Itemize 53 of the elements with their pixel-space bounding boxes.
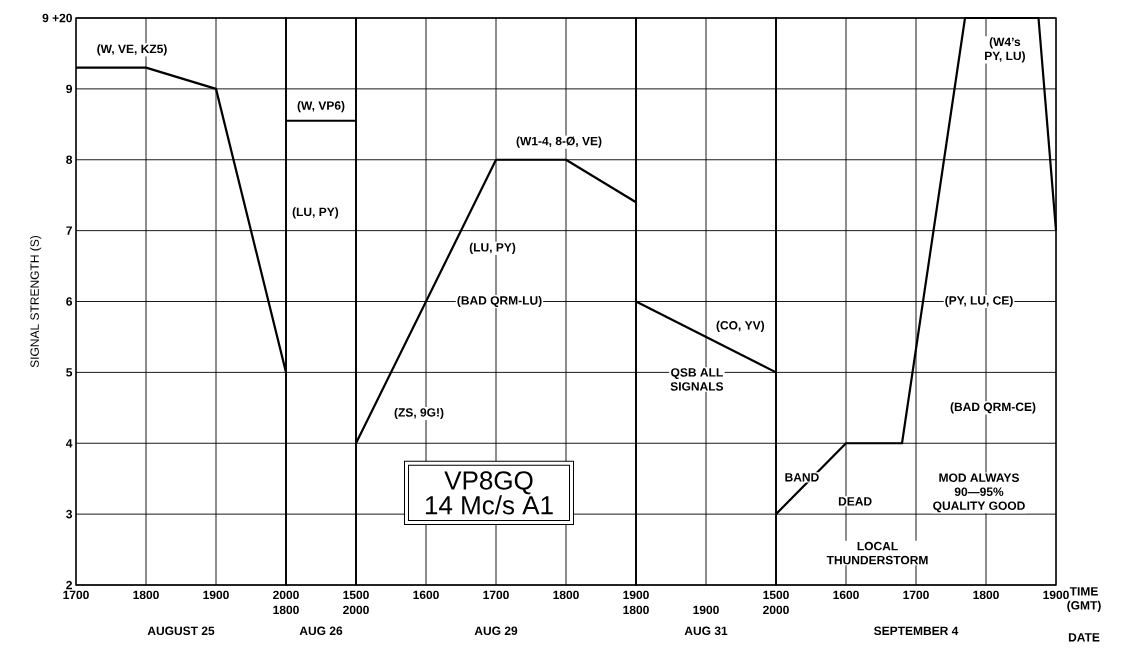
y-tick-label: 4 (65, 439, 73, 448)
x-tick-label: 1900 (693, 605, 719, 615)
annotation: BAND (785, 473, 819, 482)
y-tick-label: 2 (66, 580, 72, 590)
y-tick-label: 9 (66, 84, 73, 94)
y-tick-label: 6 (66, 297, 73, 306)
y-tick-label: 3 (66, 509, 73, 519)
y-tick-label: 8 (66, 155, 73, 164)
annotation: (LU, PY) (292, 207, 339, 219)
annotation: (W4’s PY, LU) (985, 37, 1025, 63)
x-axis-title: AUG 29 (474, 626, 518, 636)
text: DATE (1068, 633, 1100, 642)
x-tick-label: 1800 (133, 590, 159, 600)
x-tick-label: 1600 (833, 590, 859, 600)
x-tick-label: 1700 (483, 590, 509, 600)
y-tick-label: 9 +20 (42, 13, 72, 23)
x-tick-label: 1800 (973, 590, 999, 600)
annotation: MOD ALWAYS 90—95% QUALITY GOOD (933, 473, 1025, 513)
x-axis-title: SEPTEMBER 4 (874, 626, 959, 636)
annotation: QSB ALL SIGNALS (670, 368, 724, 391)
x-tick-label: 2000 (763, 605, 789, 615)
annotation: (ZS, 9G!) (394, 407, 444, 420)
annotation: (CO, YV) (716, 320, 765, 332)
annotation: (W, VP6) (297, 101, 345, 113)
x-tick-label: 1500 (763, 590, 789, 600)
annotation: (PY, LU, CE) (945, 295, 1013, 308)
x-tick-label: 2000 (343, 605, 369, 615)
x-axis-title: AUG 26 (299, 626, 343, 636)
y-axis-title: SIGNAL STRENGTH (S) (30, 235, 42, 368)
text: VP8GQ (444, 471, 533, 495)
annotation: (BAD QRM-CE) (950, 402, 1036, 414)
x-tick-label: 1900 (203, 590, 229, 600)
annotation: (W1-4, 8-Ø, VE) (516, 136, 602, 148)
x-tick-label: 1700 (63, 590, 89, 600)
annotation: (BAD QRM-LU) (457, 295, 542, 308)
x-tick-label: 1600 (413, 590, 439, 600)
annotation: DEAD (838, 497, 872, 506)
annotation: (W, VE, KZ5) (97, 44, 167, 56)
annotation: (LU, PY) (469, 242, 516, 254)
y-tick-label: 7 (66, 226, 72, 235)
x-axis-title: AUG 31 (684, 626, 728, 636)
x-tick-label: 1700 (903, 590, 929, 600)
x-tick-label: 1800 (623, 605, 649, 615)
y-tick-label: 5 (66, 368, 73, 377)
x-tick-label: 1800 (273, 605, 299, 615)
x-axis-title: AUGUST 25 (147, 626, 215, 636)
x-tick-label: 1900 (1043, 590, 1069, 600)
annotation: LOCAL THUNDERSTORM (826, 541, 928, 565)
x-tick-label: 1900 (623, 590, 649, 600)
x-tick-label: 1500 (343, 590, 369, 600)
text: 14 Mc/s A1 (425, 495, 553, 515)
x-tick-label: 2000 (273, 590, 299, 600)
x-tick-label: 1800 (553, 590, 579, 600)
